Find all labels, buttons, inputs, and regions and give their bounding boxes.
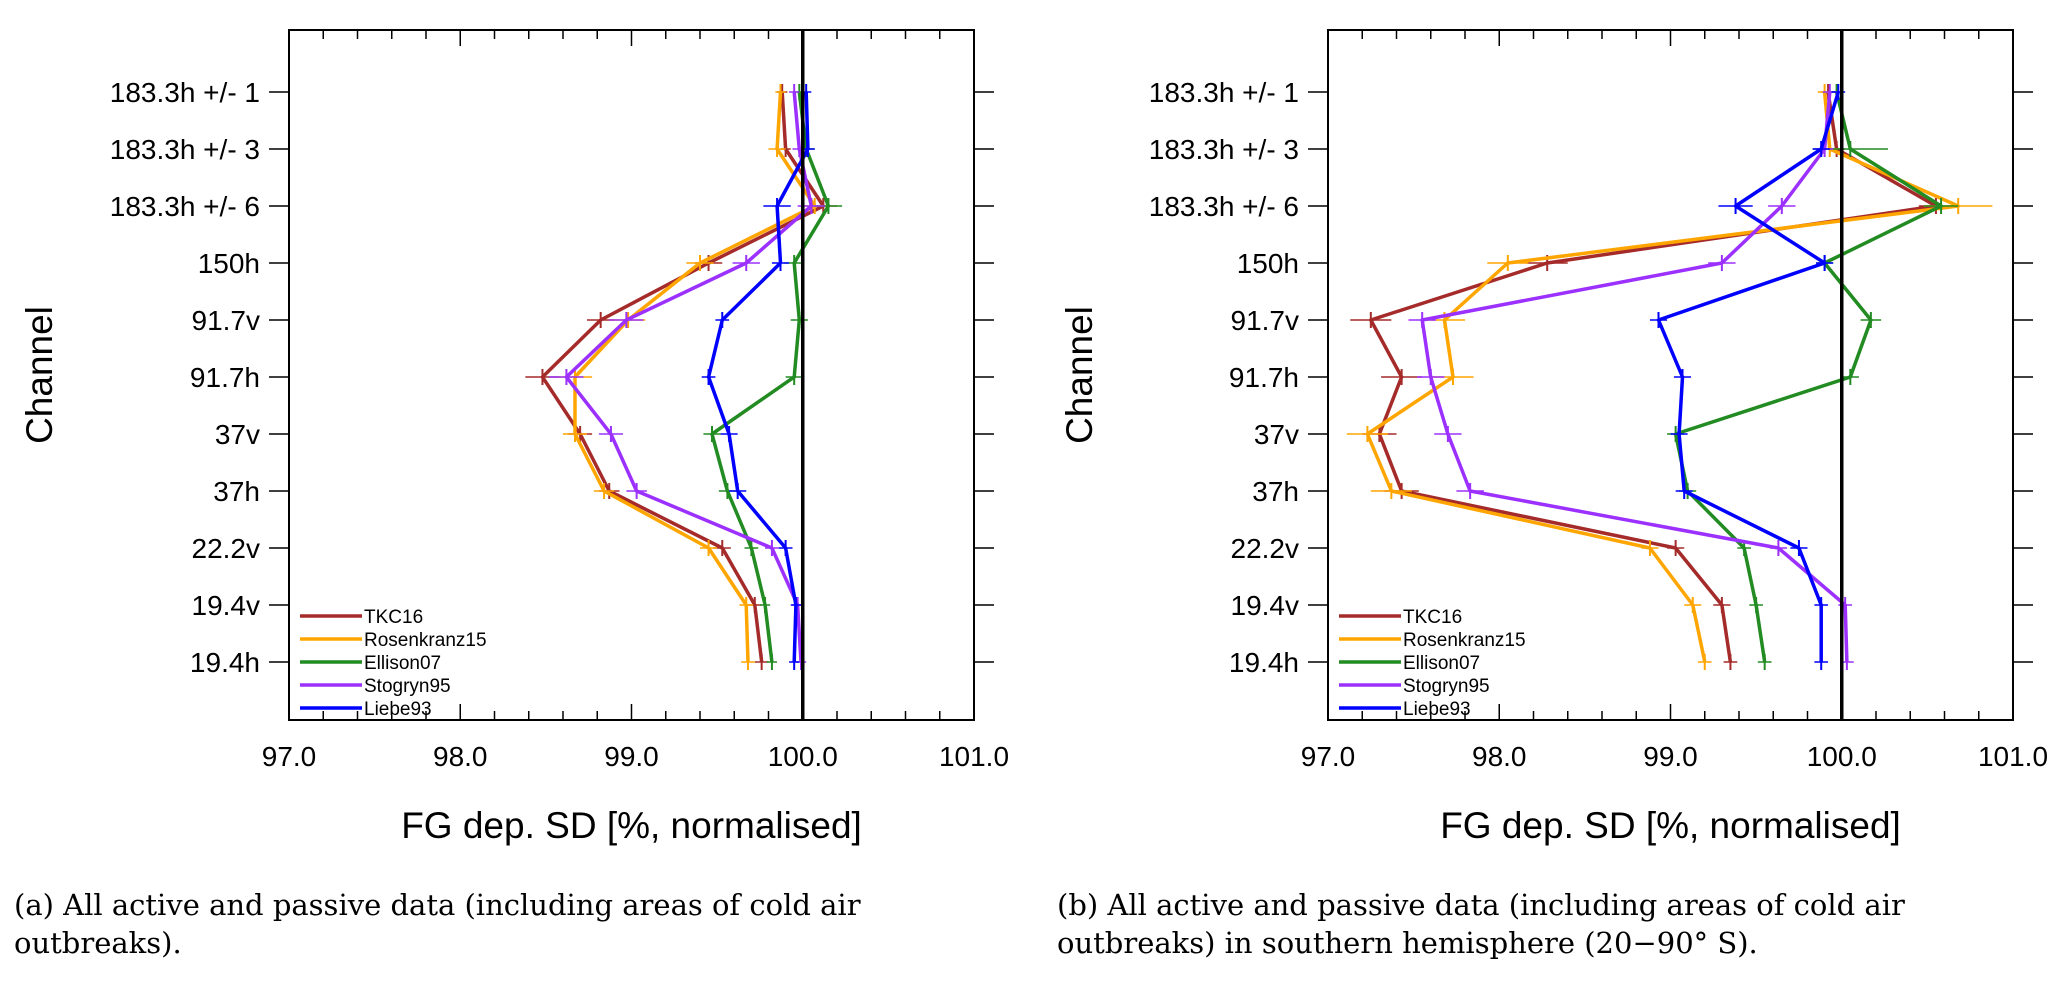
- legend-label: Ellison07: [364, 653, 441, 674]
- x-tick-label: 99.0: [604, 741, 659, 772]
- y-tick-label: 19.4v: [192, 590, 261, 621]
- y-tick-label: 19.4h: [190, 647, 260, 678]
- legend-label: Rosenkranz15: [364, 630, 487, 651]
- legend: TKC16Rosenkranz15Ellison07Stogryn95Liebe…: [300, 607, 487, 720]
- caption-b-line2: outbreaks) in southern hemisphere (20−90…: [1057, 926, 1758, 960]
- y-tick-label: 37v: [215, 419, 260, 450]
- y-tick-label: 183.3h +/- 3: [110, 134, 260, 165]
- y-tick-label: 19.4v: [1231, 590, 1300, 621]
- caption-a-line1: (a) All active and passive data (includi…: [14, 888, 861, 922]
- y-tick-label: 91.7h: [1229, 362, 1299, 393]
- series-Stogryn95: [549, 84, 826, 670]
- series-Stogryn95: [1408, 84, 1854, 670]
- series-line: [573, 91, 817, 663]
- x-tick-label: 98.0: [433, 741, 488, 772]
- legend-label: TKC16: [364, 607, 423, 628]
- legend-label: Rosenkranz15: [1403, 630, 1526, 651]
- series-Liebe93: [701, 84, 815, 670]
- caption-b-line1: (b) All active and passive data (includi…: [1057, 888, 1905, 922]
- y-tick-label: 22.2v: [192, 533, 261, 564]
- x-tick-label: 101.0: [1978, 741, 2048, 772]
- y-tick-label: 19.4h: [1229, 647, 1299, 678]
- x-axis-label: FG dep. SD [%, normalised]: [1440, 805, 1901, 846]
- y-tick-label: 22.2v: [1231, 533, 1300, 564]
- y-axis-label: Channel: [1059, 306, 1100, 444]
- legend-label: Liebe93: [364, 699, 432, 720]
- x-tick-label: 99.0: [1643, 741, 1698, 772]
- legend-label: TKC16: [1403, 607, 1462, 628]
- legend-label: Stogryn95: [364, 676, 451, 697]
- x-tick-label: 97.0: [1301, 741, 1356, 772]
- y-tick-label: 150h: [198, 248, 260, 279]
- chart-panel-b: 97.0 98.0 99.0 100.0 101.0 183.3h +/- 1 183.3h…: [1059, 29, 2048, 846]
- series-Liebe93: [1649, 84, 1846, 670]
- caption-b: (b) All active and passive data (includi…: [1057, 886, 2057, 962]
- x-tick-label: 98.0: [1472, 741, 1527, 772]
- legend-label: Stogryn95: [1403, 676, 1490, 697]
- chart-panel-a: 97.0 98.0 99.0 100.0 101.0 183.3h +/- 1 183.3h…: [19, 29, 1009, 846]
- y-tick-label: 150h: [1237, 248, 1299, 279]
- series-Ellison07: [703, 84, 843, 670]
- x-tick-label: 101.0: [939, 741, 1009, 772]
- caption-a: (a) All active and passive data (includi…: [14, 886, 1014, 962]
- y-tick-label: 183.3h +/- 6: [110, 191, 260, 222]
- series-line: [564, 91, 814, 663]
- y-tick-label: 37h: [1252, 476, 1299, 507]
- series-TKC16: [525, 84, 837, 670]
- y-tick-label: 37h: [213, 476, 260, 507]
- y-tick-label: 37v: [1254, 419, 1299, 450]
- y-tick-label: 91.7v: [192, 305, 261, 336]
- x-axis-label: FG dep. SD [%, normalised]: [401, 805, 862, 846]
- y-tick-label: 183.3h +/- 6: [1149, 191, 1299, 222]
- caption-a-line2: outbreaks).: [14, 926, 182, 960]
- y-tick-label: 91.7h: [190, 362, 260, 393]
- y-axis-label: Channel: [19, 306, 60, 444]
- y-tick-label: 183.3h +/- 1: [1149, 77, 1299, 108]
- y-tick-label: 183.3h +/- 1: [110, 77, 260, 108]
- legend-label: Ellison07: [1403, 653, 1480, 674]
- x-tick-label: 100.0: [768, 741, 838, 772]
- series-line: [1420, 91, 1849, 663]
- y-tick-label: 91.7v: [1231, 305, 1300, 336]
- y-tick-label: 183.3h +/- 3: [1149, 134, 1299, 165]
- x-tick-label: 97.0: [262, 741, 317, 772]
- x-tick-label: 100.0: [1807, 741, 1877, 772]
- legend: TKC16Rosenkranz15Ellison07Stogryn95Liebe…: [1339, 607, 1526, 720]
- legend-label: Liebe93: [1403, 699, 1471, 720]
